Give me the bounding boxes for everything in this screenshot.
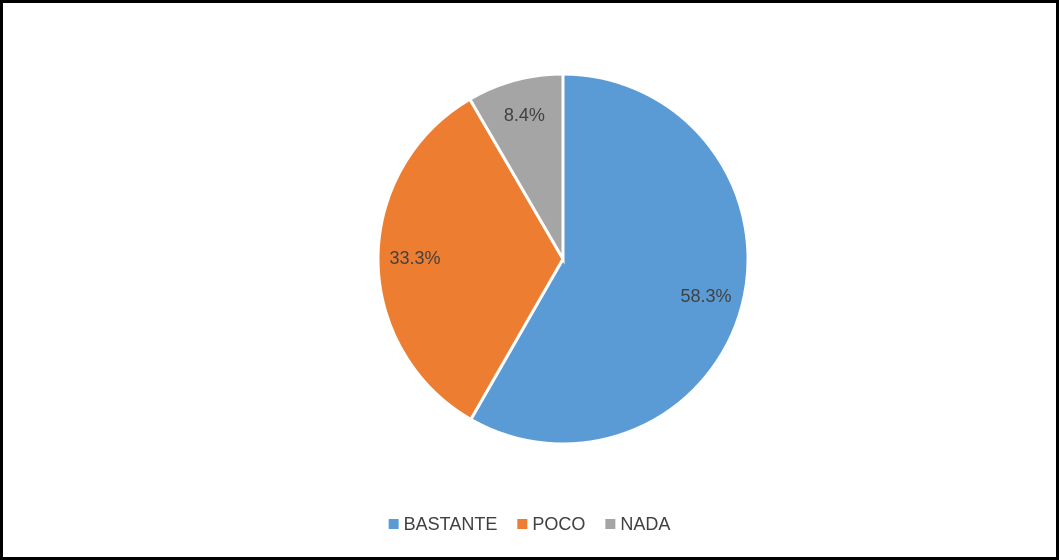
legend-label: NADA	[620, 514, 670, 534]
pie-slice	[467, 72, 565, 265]
legend-swatch	[605, 519, 616, 529]
data-label: 8.4%	[504, 105, 545, 125]
data-label: 58.3%	[680, 286, 731, 306]
legend: BASTANTE POCO NADA	[388, 514, 670, 534]
legend-swatch	[517, 519, 528, 529]
data-label: 33.3%	[389, 248, 440, 268]
legend-label: POCO	[532, 514, 585, 534]
pie-slice	[376, 97, 565, 422]
pie-slice	[468, 72, 750, 446]
legend-swatch	[388, 519, 399, 529]
legend-label: BASTANTE	[404, 514, 498, 534]
